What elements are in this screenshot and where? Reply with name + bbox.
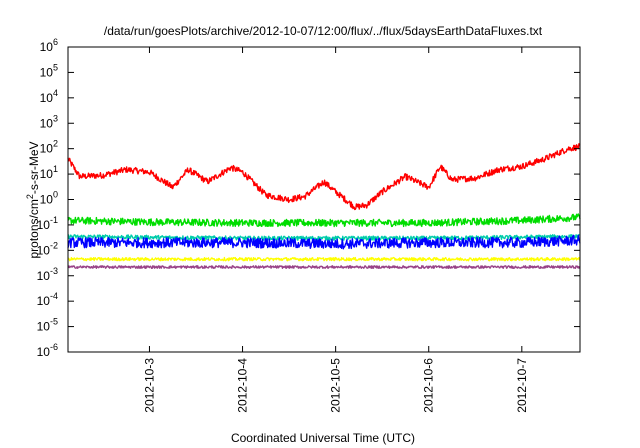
x-tick-label: 2012-10-5 [329,358,343,413]
y-tick-label-exp: 5 [53,62,58,72]
y-tick-label: 10-6 [37,342,58,359]
y-tick-label-exp: 2 [53,139,58,149]
y-tick-label-base: 10 [40,193,54,207]
y-tick-label: 10-1 [37,215,58,232]
y-tick-label-exp: -5 [50,317,58,327]
x-axis-label: Coordinated Universal Time (UTC) [231,431,415,445]
series-line-5 [67,265,581,269]
y-tick-label: 104 [40,88,58,105]
x-tick-label: 2012-10-3 [142,358,156,413]
y-tick-label-base: 10 [37,345,51,359]
y-tick-label-exp: 4 [53,88,58,98]
y-tick-label-exp: -1 [50,215,58,225]
y-tick-label: 10-2 [37,240,58,257]
y-tick-label-exp: -4 [50,291,58,301]
y-tick-label-exp: -2 [50,240,58,250]
y-axis-label: protons/cm2-s-sr-MeV [25,141,41,258]
x-tick-label: 2012-10-4 [236,358,250,413]
y-tick-label: 10-4 [37,291,58,308]
y-tick-label-base: 10 [40,142,54,156]
y-tick-label: 102 [40,139,58,156]
y-tick-label-exp: -3 [50,266,58,276]
y-tick-label: 10-3 [37,266,58,283]
y-tick-label-base: 10 [40,65,54,79]
series-line-2 [67,233,581,241]
y-tick-label-base: 10 [37,218,51,232]
plot-frame [67,46,581,353]
y-tick-label: 10-5 [37,317,58,334]
y-tick-label-base: 10 [40,116,54,130]
y-tick-label-base: 10 [40,40,54,54]
series-line-0 [67,143,581,211]
y-tick-label-base: 10 [40,167,54,181]
y-tick-label-exp: 3 [53,113,58,123]
y-tick-label: 106 [40,37,58,54]
y-axis-label-prefix: protons/cm [27,199,41,258]
y-tick-label: 100 [40,190,58,207]
x-tick-label: 2012-10-7 [515,358,529,413]
x-tick-label: 2012-10-6 [422,358,436,413]
series-layer [67,143,581,269]
y-tick-label-exp: 1 [53,164,58,174]
y-tick-label-exp: 6 [53,37,58,47]
series-line-1 [67,213,581,228]
y-tick-label-base: 10 [37,294,51,308]
y-tick-label-exp: 0 [53,190,58,200]
y-tick-label-base: 10 [37,320,51,334]
y-tick-label: 103 [40,113,58,130]
y-tick-label-exp: -6 [50,342,58,352]
series-line-3 [67,234,581,250]
y-axis-label-sup: 2 [25,194,35,199]
y-tick-label: 105 [40,62,58,79]
axis-ticks: 10-610-510-410-310-210-11001011021031041… [37,37,580,413]
y-tick-label: 101 [40,164,58,181]
y-tick-label-base: 10 [37,269,51,283]
y-tick-label-base: 10 [37,243,51,257]
y-axis-label-suffix: -s-sr-MeV [27,141,41,194]
series-line-4 [67,256,581,262]
chart-title: /data/run/goesPlots/archive/2012-10-07/1… [104,24,543,38]
y-tick-label-base: 10 [40,91,54,105]
